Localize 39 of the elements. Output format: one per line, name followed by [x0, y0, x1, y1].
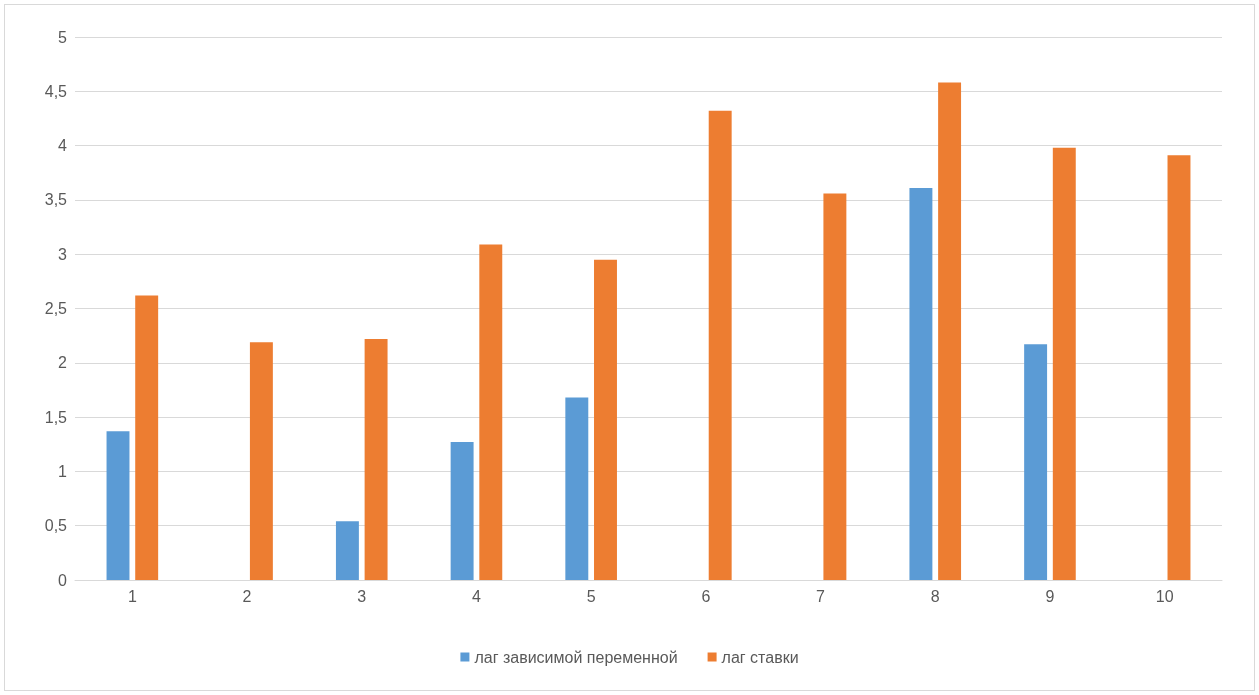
y-tick-label: 3,5 — [44, 191, 68, 209]
bar — [909, 187, 933, 580]
bar — [249, 342, 273, 580]
legend-label: лаг ставки — [721, 648, 799, 666]
x-tick-label: 1 — [127, 587, 137, 605]
bar — [106, 431, 130, 580]
bar — [1167, 155, 1191, 580]
x-tick-label: 4 — [472, 587, 481, 605]
x-tick-label: 10 — [1155, 587, 1174, 605]
bar — [335, 521, 359, 580]
y-tick-label: 0,5 — [44, 517, 68, 535]
x-tick-label: 7 — [816, 587, 826, 605]
bar — [565, 397, 589, 580]
y-tick-label: 5 — [58, 28, 68, 46]
y-tick-label: 1,5 — [44, 408, 68, 426]
bar — [135, 295, 159, 580]
bar — [364, 338, 388, 580]
x-tick-label: 3 — [357, 587, 367, 605]
bar — [594, 259, 617, 580]
bar — [450, 442, 474, 580]
legend-label: лаг зависимой переменной — [474, 648, 678, 666]
bar — [708, 110, 732, 580]
y-tick-label: 2,5 — [44, 300, 68, 317]
y-tick-label: 0 — [58, 571, 68, 589]
x-tick-label: 9 — [1045, 587, 1055, 605]
x-tick-label: 6 — [701, 587, 711, 605]
x-tick-label: 8 — [930, 587, 940, 605]
bar — [1052, 147, 1076, 580]
y-tick-label: 4,5 — [44, 82, 68, 100]
y-tick-label: 4 — [58, 137, 68, 155]
bar — [938, 82, 962, 580]
y-tick-label: 2 — [58, 354, 68, 372]
x-tick-label: 5 — [586, 587, 596, 605]
bar — [823, 193, 847, 580]
x-tick-label: 2 — [242, 587, 252, 605]
bar — [1024, 344, 1048, 580]
y-tick-label: 1 — [58, 462, 68, 480]
bar — [479, 244, 503, 580]
y-tick-label: 3 — [58, 245, 68, 263]
